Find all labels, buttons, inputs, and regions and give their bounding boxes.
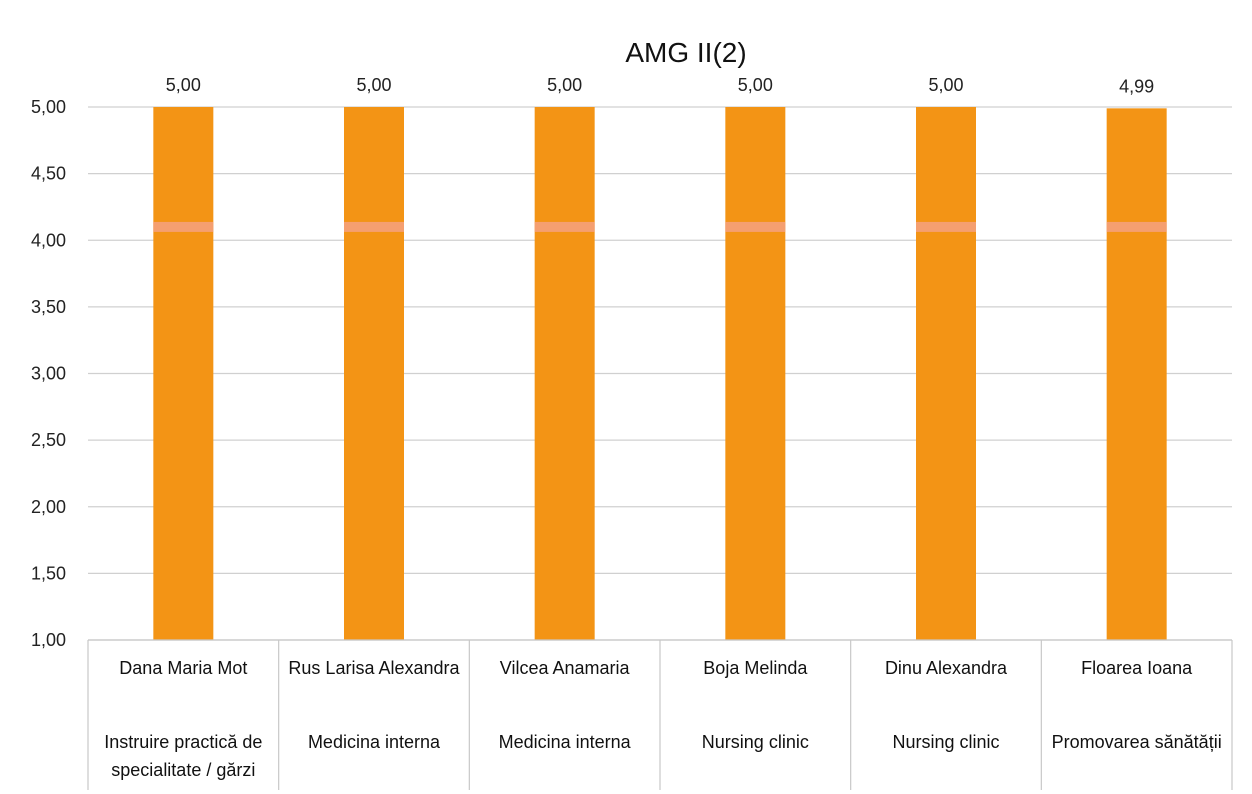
category-cell: Dana Maria Mot Instruire practică de spec… [94,640,273,790]
data-label: 5,00 [738,75,773,95]
y-tick-label: 3,50 [31,297,66,317]
bar [344,107,404,640]
y-axis-tick-labels: 1,00 1,50 2,00 2,50 3,00 3,50 4,00 4,50 5,00 [31,97,66,650]
bar-stripe [916,221,976,232]
category-subject: Medicina interna [498,732,631,752]
category-name: Dana Maria Mot [119,658,248,678]
y-tick-label: 3,00 [31,364,66,384]
category-name: Vilcea Anamaria [499,658,630,678]
category-subject: Instruire practică de specialitate / găr… [104,732,263,780]
data-label: 5,00 [547,75,582,95]
category-table-lines [87,639,1233,790]
gridlines [88,106,1232,641]
bar [916,107,976,640]
category-subject: Nursing clinic [701,732,809,752]
category-subject: Nursing clinic [892,732,1000,752]
category-name: Rus Larisa Alexandra [288,658,460,678]
y-tick-label: 5,00 [31,97,66,117]
data-labels: 5,00 5,00 5,00 5,00 5,00 4,99 [166,75,1154,96]
category-name: Dinu Alexandra [884,658,1008,678]
data-label: 5,00 [928,75,963,95]
y-tick-label: 2,50 [31,430,66,450]
y-tick-label: 2,00 [31,497,66,517]
category-cell: Vilcea Anamaria Medicina interna [475,640,654,790]
category-name: Boja Melinda [703,658,808,678]
bar-stripe [725,221,786,232]
bars [153,107,1167,640]
category-cell: Floarea Ioana Promovarea sănătății [1047,640,1226,790]
chart-title: AMG II(2) [625,37,746,68]
y-tick-label: 4,50 [31,164,66,184]
data-label: 5,00 [356,75,391,95]
category-subject: Promovarea sănătății [1051,732,1222,752]
category-name: Floarea Ioana [1081,658,1193,678]
y-tick-label: 1,50 [31,563,66,583]
category-cell: Dinu Alexandra Nursing clinic [857,640,1036,790]
data-label: 5,00 [166,75,201,95]
data-label: 4,99 [1119,76,1154,96]
bar-stripe [534,221,595,232]
bar [725,107,786,640]
bar-stripe [153,221,214,232]
y-tick-label: 4,00 [31,230,66,250]
category-cell: Boja Melinda Nursing clinic [666,640,845,790]
bar [153,107,214,640]
bar [1106,108,1167,640]
category-subject: Medicina interna [307,732,441,752]
bar [534,107,595,640]
bar-stripe [344,221,404,232]
category-cell: Rus Larisa Alexandra Medicina interna [285,640,464,790]
bar-stripe [1106,221,1167,232]
y-tick-label: 1,00 [31,630,66,650]
